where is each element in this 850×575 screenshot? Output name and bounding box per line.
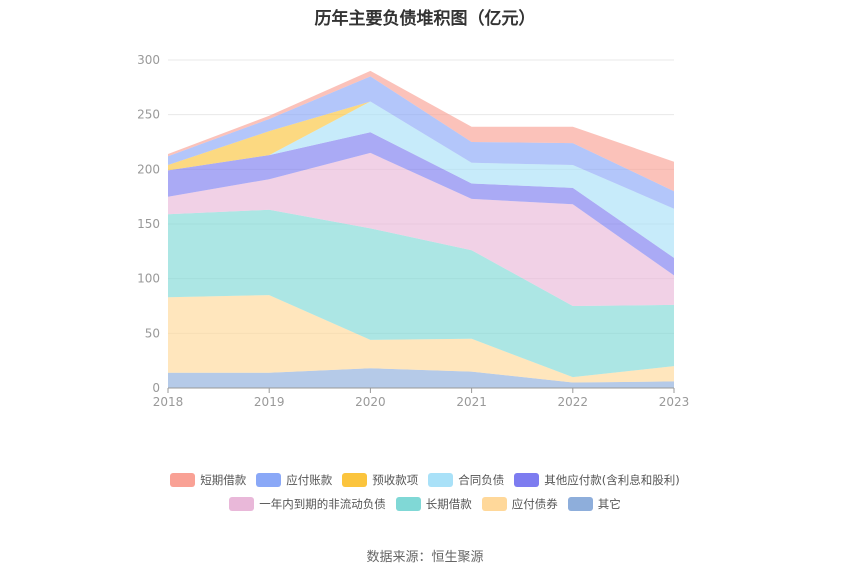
- legend-row: 短期借款 应付账款 预收款项 合同负债 其他应付款(含利息和股利): [0, 472, 850, 488]
- y-tick-label: 300: [137, 53, 160, 67]
- legend: 短期借款 应付账款 预收款项 合同负债 其他应付款(含利息和股利) 一年内到期的非流动负债…: [0, 472, 850, 520]
- legend-swatch: [395, 497, 421, 511]
- area-series-长期借款[interactable]: [168, 209, 674, 378]
- legend-swatch: [229, 497, 255, 511]
- legend-swatch: [514, 473, 540, 487]
- legend-item[interactable]: 其它: [567, 496, 621, 512]
- legend-item[interactable]: 一年内到期的非流动负债: [229, 496, 386, 512]
- legend-label: 预收款项: [372, 473, 419, 487]
- area-series-其他应付款(含利息和股利)[interactable]: [168, 132, 674, 276]
- area-series-应付债券[interactable]: [168, 295, 674, 383]
- legend-swatch: [170, 473, 196, 487]
- legend-label: 合同负债: [458, 473, 505, 487]
- legend-swatch: [567, 497, 593, 511]
- legend-item[interactable]: 应付账款: [256, 472, 332, 488]
- legend-label: 长期借款: [425, 497, 472, 511]
- stacked-areas: [168, 70, 674, 388]
- legend-item[interactable]: 短期借款: [170, 472, 246, 488]
- legend-swatch: [428, 473, 454, 487]
- legend-item[interactable]: 预收款项: [342, 472, 418, 488]
- legend-label: 一年内到期的非流动负债: [259, 497, 386, 511]
- data-source: 数据来源：恒生聚源: [366, 550, 484, 565]
- y-tick-label: 200: [137, 162, 160, 176]
- legend-item[interactable]: 其他应付款(含利息和股利): [514, 472, 680, 488]
- chart-area: 0 50 100 150 200 250 300 2018 2019 2020 2021 2022 20…: [137, 53, 689, 409]
- x-tick-label: 2023: [659, 395, 690, 409]
- legend-label: 应付账款: [286, 473, 333, 487]
- y-tick-label: 150: [137, 217, 160, 231]
- legend-swatch: [256, 473, 282, 487]
- area-series-应付账款[interactable]: [168, 76, 674, 209]
- x-tick-label: 2021: [456, 395, 487, 409]
- chart-title: 历年主要负债堆积图（亿元）: [314, 9, 536, 29]
- x-tick-label: 2020: [355, 395, 386, 409]
- y-tick-label: 50: [145, 326, 160, 340]
- y-tick-label: 100: [137, 272, 160, 286]
- legend-label: 短期借款: [200, 473, 247, 487]
- x-tick-label: 2022: [558, 395, 589, 409]
- legend-swatch: [342, 473, 368, 487]
- x-tick-label: 2018: [153, 395, 184, 409]
- legend-label: 应付债券: [511, 497, 558, 511]
- legend-item[interactable]: 长期借款: [395, 496, 472, 512]
- area-series-其它[interactable]: [168, 368, 674, 388]
- area-series-一年内到期的非流动负债[interactable]: [168, 152, 674, 306]
- legend-label: 其他应付款(含利息和股利): [544, 473, 680, 487]
- x-tick-label: 2019: [254, 395, 285, 409]
- legend-swatch: [481, 497, 507, 511]
- legend-row: 一年内到期的非流动负债 长期借款 应付债券 其它: [0, 496, 850, 512]
- area-series-预收款项[interactable]: [168, 101, 674, 209]
- legend-item[interactable]: 合同负债: [428, 472, 504, 488]
- y-tick-label: 250: [137, 108, 160, 122]
- y-tick-label: 0: [152, 381, 160, 395]
- legend-label: 其它: [597, 497, 621, 511]
- area-series-短期借款[interactable]: [168, 70, 674, 192]
- axes: 0 50 100 150 200 250 300 2018 2019 2020 2021 2022 20…: [137, 53, 689, 409]
- legend-item[interactable]: 应付债券: [481, 496, 558, 512]
- area-series-合同负债[interactable]: [168, 101, 674, 258]
